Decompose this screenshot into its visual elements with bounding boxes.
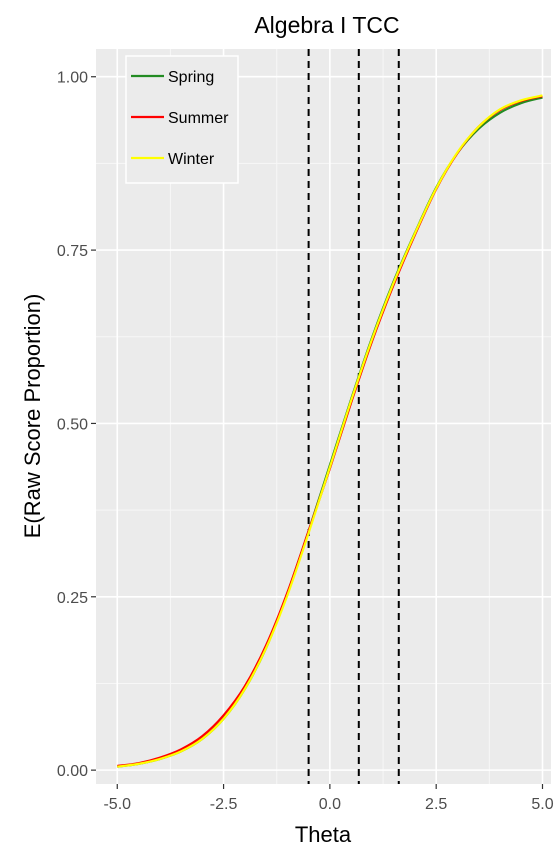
legend-label-summer: Summer (168, 110, 229, 127)
legend-label-spring: Spring (168, 69, 214, 86)
x-axis-title: Theta (295, 822, 352, 847)
legend-label-winter: Winter (168, 151, 215, 168)
legend: Spring Summer Winter (125, 55, 239, 184)
reference-lines (307, 49, 400, 784)
major-gridlines (96, 49, 551, 784)
chart-title: Algebra I TCC (254, 12, 399, 38)
series-line-winter (117, 94, 543, 768)
y-tick-label: 0.25 (57, 590, 88, 607)
y-tick-label: 0.50 (57, 416, 88, 433)
legend-box (125, 55, 239, 184)
x-tick-label: -2.5 (210, 796, 238, 813)
y-axis-ticks: 0.00 0.25 0.50 0.75 1.00 (57, 70, 96, 780)
x-tick-label: -5.0 (103, 796, 131, 813)
series-lines (117, 94, 543, 768)
x-tick-label: 2.5 (425, 796, 447, 813)
y-tick-label: 0.00 (57, 763, 88, 780)
y-axis-title: E(Raw Score Proportion) (20, 294, 45, 539)
y-tick-label: 1.00 (57, 70, 88, 87)
x-axis-ticks: -5.0 -2.5 0.0 2.5 5.0 (103, 784, 554, 813)
y-tick-label: 0.75 (57, 243, 88, 260)
x-tick-label: 5.0 (531, 796, 553, 813)
x-tick-label: 0.0 (319, 796, 341, 813)
